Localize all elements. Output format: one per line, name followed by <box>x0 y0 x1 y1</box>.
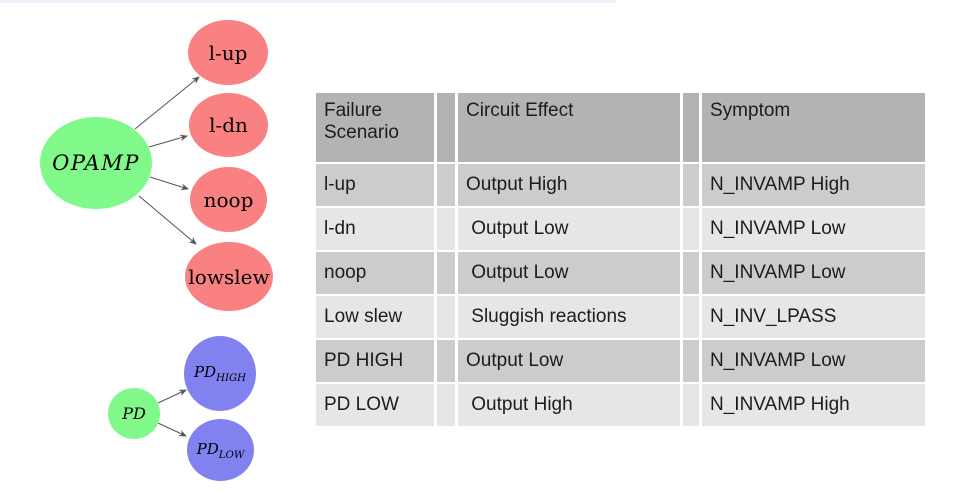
cell-gap <box>437 252 455 294</box>
cell-effect: Output Low <box>458 252 680 294</box>
header-gap-1 <box>437 93 455 162</box>
cell-scenario: l-up <box>316 164 434 206</box>
cell-symptom: N_INVAMP High <box>702 384 925 426</box>
node-pd-low-label: PDLOW <box>196 439 245 461</box>
cell-gap <box>437 296 455 338</box>
node-pd-label: PD <box>122 404 146 423</box>
node-pd-high: PDHIGH <box>184 336 256 411</box>
cell-gap <box>683 296 699 338</box>
cell-effect: Output High <box>458 164 680 206</box>
table-row: noop Output Low N_INVAMP Low <box>316 252 925 294</box>
top-edge-strip <box>0 0 616 3</box>
node-l-dn: l-dn <box>189 93 268 157</box>
table-row: PD LOW Output High N_INVAMP High <box>316 384 925 426</box>
arrow-opamp-to-lowslew <box>138 195 197 245</box>
cell-scenario: noop <box>316 252 434 294</box>
node-lowslew-label: lowslew <box>188 264 270 289</box>
failure-scenario-table: Failure Scenario Circuit Effect Symptom … <box>313 91 928 428</box>
cell-symptom: N_INVAMP High <box>702 164 925 206</box>
table-header-row: Failure Scenario Circuit Effect Symptom <box>316 93 925 162</box>
arrow-opamp-to-l-dn <box>148 134 188 148</box>
cell-effect: Output Low <box>458 340 680 382</box>
cell-scenario: PD LOW <box>316 384 434 426</box>
cell-effect: Output High <box>458 384 680 426</box>
cell-scenario: l-dn <box>316 208 434 250</box>
header-failure-scenario: Failure Scenario <box>316 93 434 162</box>
cell-symptom: N_INVAMP Low <box>702 340 925 382</box>
table-row: Low slew Sluggish reactions N_INV_LPASS <box>316 296 925 338</box>
node-l-up: l-up <box>188 20 268 85</box>
header-symptom: Symptom <box>702 93 925 162</box>
arrow-pd-to-pd-high <box>157 389 187 404</box>
node-l-up-label: l-up <box>208 40 248 65</box>
node-l-dn-label: l-dn <box>209 113 248 137</box>
arrow-pd-to-pd-low <box>157 422 187 437</box>
table-row: l-up Output High N_INVAMP High <box>316 164 925 206</box>
cell-gap <box>683 340 699 382</box>
cell-symptom: N_INV_LPASS <box>702 296 925 338</box>
cell-scenario: Low slew <box>316 296 434 338</box>
table-row: PD HIGH Output Low N_INVAMP Low <box>316 340 925 382</box>
cell-gap <box>683 208 699 250</box>
node-pd-low: PDLOW <box>187 419 254 481</box>
cell-gap <box>437 208 455 250</box>
node-opamp: OPAMP <box>40 117 152 209</box>
cell-gap <box>683 164 699 206</box>
cell-effect: Sluggish reactions <box>458 296 680 338</box>
cell-gap <box>437 384 455 426</box>
header-gap-2 <box>683 93 699 162</box>
cell-effect: Output Low <box>458 208 680 250</box>
node-pd: PD <box>108 388 160 439</box>
cell-gap <box>437 340 455 382</box>
arrow-opamp-to-noop <box>149 176 189 191</box>
cell-scenario: PD HIGH <box>316 340 434 382</box>
node-pd-high-label: PDHIGH <box>193 363 247 384</box>
node-lowslew: lowslew <box>185 242 273 311</box>
table-row: l-dn Output Low N_INVAMP Low <box>316 208 925 250</box>
node-noop-label: noop <box>203 187 254 212</box>
header-circuit-effect: Circuit Effect <box>458 93 680 162</box>
cell-symptom: N_INVAMP Low <box>702 252 925 294</box>
cell-gap <box>683 384 699 426</box>
cell-gap <box>683 252 699 294</box>
cell-symptom: N_INVAMP Low <box>702 208 925 250</box>
node-opamp-label: OPAMP <box>52 151 140 175</box>
cell-gap <box>437 164 455 206</box>
node-noop: noop <box>190 167 267 232</box>
